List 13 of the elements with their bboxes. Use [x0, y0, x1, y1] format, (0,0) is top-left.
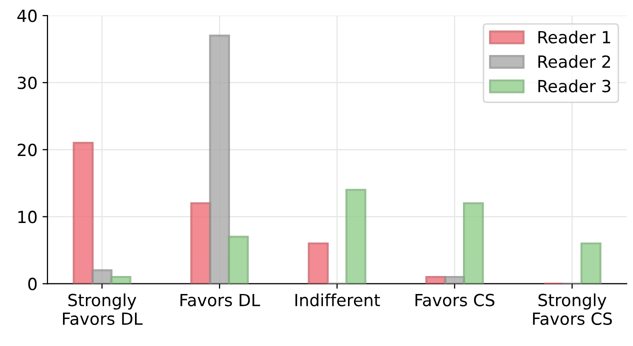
x-tick-label: Indifferent [295, 293, 380, 306]
x-tick-label: Strongly Favors DL [63, 293, 143, 326]
legend-label: Reader 1 [538, 30, 610, 44]
y-tick-label: 20 [18, 144, 37, 156]
y-tick-label: 40 [17, 10, 37, 22]
y-tick-label: 10 [18, 210, 37, 224]
legend-label: Reader 2 [538, 55, 610, 68]
x-tick-label: Favors CS [416, 294, 494, 306]
legend-label: Reader 3 [538, 79, 610, 92]
y-tick-label: 0 [28, 278, 37, 290]
x-tick-label: Favors DL [180, 294, 260, 306]
x-tick-label: Strongly Favors CS [533, 293, 612, 326]
y-tick-label: 30 [18, 76, 37, 90]
